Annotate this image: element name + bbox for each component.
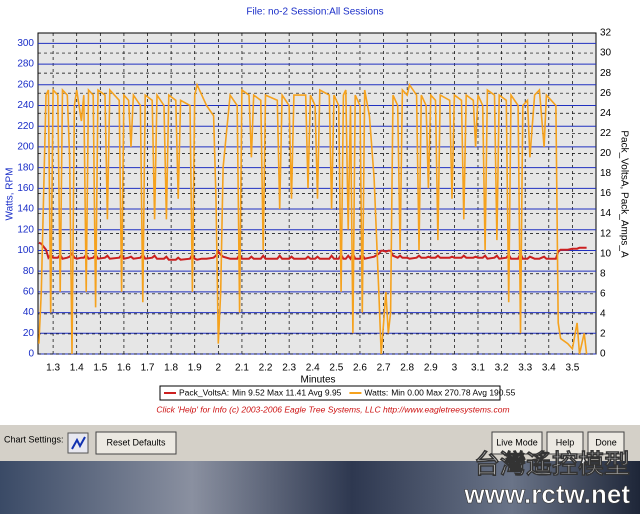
x-tick-label: 3.5	[565, 363, 579, 374]
x-tick-label: 1.7	[141, 363, 155, 374]
y2-tick-label: 12	[600, 228, 612, 239]
y-tick-label: 240	[17, 100, 34, 111]
y-tick-label: 40	[23, 307, 35, 318]
y-tick-label: 220	[17, 121, 34, 132]
legend-label: Pack_VoltsA:	[179, 387, 229, 397]
y2-tick-label: 0	[600, 349, 606, 360]
y-tick-label: 140	[17, 204, 34, 215]
y-tick-label: 0	[28, 349, 34, 360]
legend-stats: Min 0.00 Max 270.78 Avg 190.55	[391, 387, 515, 397]
live-mode-button[interactable]	[491, 431, 543, 455]
reset-label: Reset Defaults	[106, 437, 166, 447]
x-tick-label: 2.9	[424, 363, 438, 374]
y2-tick-label: 26	[600, 88, 612, 99]
x-tick-label: 1.5	[93, 363, 107, 374]
y-tick-label: 300	[17, 38, 34, 49]
x-tick-label: 2.7	[377, 363, 391, 374]
y2-tick-label: 16	[600, 188, 612, 199]
y-tick-label: 20	[23, 328, 35, 339]
x-tick-label: 3.1	[471, 363, 485, 374]
y-tick-label: 80	[23, 266, 35, 277]
x-tick-label: 2.8	[400, 363, 414, 374]
y2-tick-label: 14	[600, 208, 612, 219]
y-tick-label: 180	[17, 162, 34, 173]
y2-tick-label: 22	[600, 128, 612, 139]
watermark-url: www.rctw.net	[463, 479, 630, 509]
live-mode-label: Live Mode	[496, 437, 538, 447]
chart-title: File: no-2 Session:All Sessions	[246, 7, 383, 18]
y2-tick-label: 24	[600, 108, 612, 119]
legend	[159, 385, 501, 401]
y2-tick-label: 10	[600, 248, 612, 259]
legend-stats: Min 9.52 Max 11.41 Avg 9.95	[232, 387, 342, 397]
x-tick-label: 1.8	[164, 363, 178, 374]
x-tick-label: 3.4	[542, 363, 556, 374]
y2-tick-label: 28	[600, 68, 612, 79]
y2-tick-label: 8	[600, 268, 606, 279]
x-tick-label: 3.2	[495, 363, 509, 374]
x-axis-label: Minutes	[300, 375, 335, 386]
x-tick-label: 1.6	[117, 363, 131, 374]
done-label: Done	[595, 437, 617, 447]
y-tick-label: 200	[17, 142, 34, 153]
y-tick-label: 60	[23, 287, 35, 298]
y-tick-label: 260	[17, 79, 34, 90]
y-tick-label: 100	[17, 245, 34, 256]
y2-tick-label: 18	[600, 168, 612, 179]
reset-button[interactable]	[95, 431, 177, 455]
help-button[interactable]	[546, 431, 584, 455]
x-tick-label: 2.6	[353, 363, 367, 374]
x-tick-label: 2.5	[329, 363, 343, 374]
y-tick-label: 280	[17, 59, 34, 70]
y2-tick-label: 30	[600, 48, 612, 59]
x-tick-label: 3.3	[518, 363, 532, 374]
y-tick-label: 120	[17, 224, 34, 235]
y2-tick-label: 4	[600, 309, 606, 320]
settings-icon	[71, 436, 86, 450]
series-line	[38, 82, 588, 355]
x-tick-label: 1.4	[70, 363, 84, 374]
x-tick-label: 1.3	[46, 363, 60, 374]
chart-settings-label: Chart Settings:	[4, 434, 64, 444]
watermark-chinese: 台灣遙控模型	[474, 449, 630, 479]
y2-tick-label: 32	[600, 28, 612, 39]
y2-tick-label: 2	[600, 329, 606, 340]
x-tick-label: 2.2	[259, 363, 273, 374]
y2-axis-label: Pack_VoltsA, Pack_Amps_A	[618, 130, 629, 258]
x-tick-label: 2.1	[235, 363, 249, 374]
x-tick-label: 2.4	[306, 363, 320, 374]
y-tick-label: 160	[17, 183, 34, 194]
footer: Click 'Help' for Info (c) 2003-2006 Eagl…	[156, 404, 509, 414]
y-axis-label: Watts, RPM	[5, 168, 16, 221]
x-tick-label: 2.3	[282, 363, 296, 374]
background-photo	[0, 461, 640, 514]
y2-tick-label: 6	[600, 288, 606, 299]
done-button[interactable]	[587, 431, 625, 455]
help-label: Help	[556, 437, 575, 447]
x-tick-label: 1.9	[188, 363, 202, 374]
legend-label: Watts:	[364, 387, 388, 397]
x-tick-label: 2	[216, 363, 222, 374]
y2-tick-label: 20	[600, 148, 612, 159]
x-tick-label: 3	[452, 363, 458, 374]
